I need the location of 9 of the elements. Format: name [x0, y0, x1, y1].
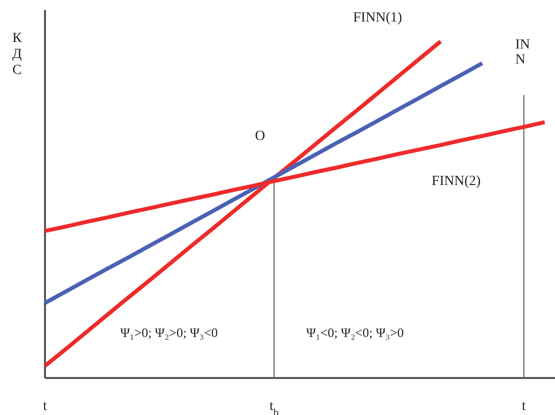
annotation: Ψ₁<0; Ψ₂<0; Ψ₃>0 — [306, 325, 404, 340]
y-axis-title: КДС — [12, 31, 22, 78]
series-label: FINN(2) — [432, 174, 482, 190]
text: FINN(1) — [353, 10, 402, 26]
x-tick-label: t — [43, 399, 48, 414]
annotation: Ψ₁>0; Ψ₂>0; Ψ₃<0 — [120, 325, 218, 340]
annotation: O — [254, 129, 266, 144]
x-tick-label: t — [522, 399, 526, 414]
text: IN N — [515, 37, 530, 68]
